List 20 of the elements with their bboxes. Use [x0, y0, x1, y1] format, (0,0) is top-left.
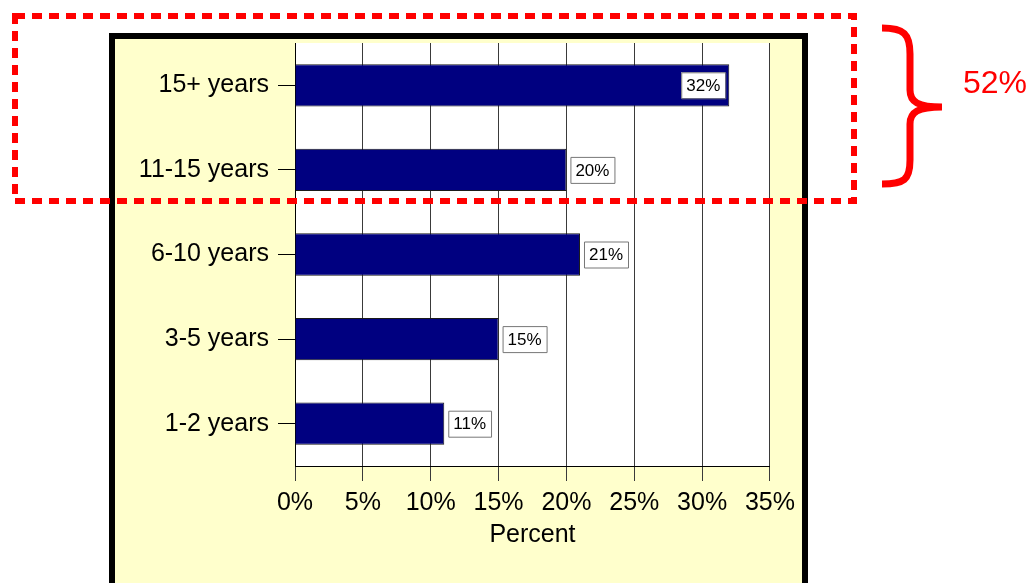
y-tick-label: 1-2 years	[164, 407, 269, 436]
x-tick-label: 5%	[344, 486, 381, 515]
y-tick-label: 11-15 years	[138, 153, 269, 182]
x-tick-label: 35%	[744, 486, 796, 515]
data-label: 11%	[453, 414, 487, 434]
x-axis-title: Percent	[489, 518, 576, 547]
data-label: 32%	[686, 75, 721, 95]
data-label: 20%	[575, 160, 610, 180]
x-tick-label: 20%	[541, 486, 592, 515]
x-tick-label: 0%	[276, 486, 314, 515]
data-label: 21%	[588, 245, 624, 265]
x-tick-label: 25%	[609, 486, 660, 515]
y-tick-label: 15+ years	[158, 69, 269, 98]
text: 52%	[963, 64, 1028, 100]
y-tick-label: 6-10 years	[150, 238, 269, 267]
x-tick-label: 10%	[405, 486, 456, 515]
y-tick-label: 3-5 years	[164, 322, 269, 351]
data-label: 15%	[507, 329, 542, 349]
x-tick-label: 15%	[473, 486, 524, 515]
x-tick-label: 30%	[677, 486, 728, 515]
